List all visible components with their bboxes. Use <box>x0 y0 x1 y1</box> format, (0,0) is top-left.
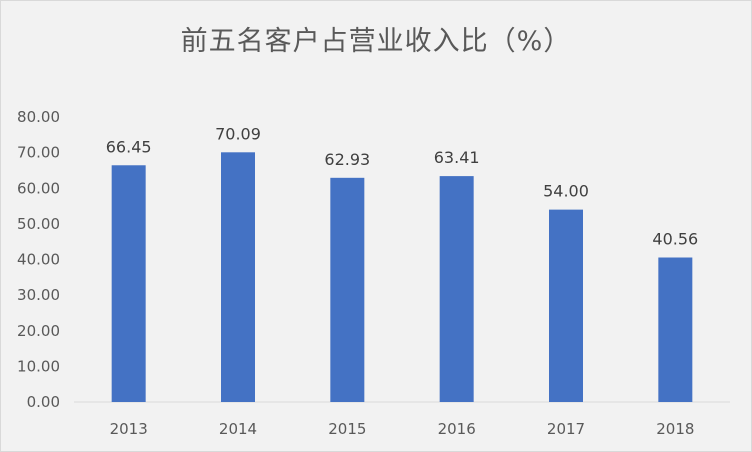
data-label-2014: 70.09 <box>215 124 261 143</box>
bar-2017 <box>549 209 583 402</box>
data-label-2017: 54.00 <box>543 182 589 201</box>
y-tick-label: 0.00 <box>27 393 60 411</box>
x-tick-label-2014: 2014 <box>219 420 257 438</box>
x-tick-label-2015: 2015 <box>328 420 366 438</box>
data-label-2016: 63.41 <box>434 148 480 167</box>
x-tick-label-2018: 2018 <box>656 420 694 438</box>
data-label-2018: 40.56 <box>652 230 698 249</box>
y-tick-label: 40.00 <box>17 251 60 269</box>
y-tick-label: 10.00 <box>17 357 60 375</box>
bar-2016 <box>439 176 474 402</box>
bar-2018 <box>658 257 693 402</box>
y-tick-label: 70.00 <box>17 144 60 162</box>
y-tick-label: 20.00 <box>17 322 60 340</box>
y-tick-label: 50.00 <box>17 215 60 233</box>
y-tick-label: 80.00 <box>17 108 60 126</box>
y-tick-label: 60.00 <box>17 179 60 197</box>
x-tick-label-2016: 2016 <box>438 420 476 438</box>
data-label-2015: 62.93 <box>324 150 370 169</box>
bar-2014 <box>221 152 255 402</box>
bar-2013 <box>111 165 146 402</box>
y-tick-label: 30.00 <box>17 286 60 304</box>
x-tick-label-2017: 2017 <box>547 420 585 438</box>
x-tick-label-2013: 2013 <box>110 420 148 438</box>
chart-title: 前五名客户占营业收入比（%） <box>180 26 572 57</box>
bar-2015 <box>330 177 365 402</box>
data-label-2013: 66.45 <box>106 137 152 156</box>
